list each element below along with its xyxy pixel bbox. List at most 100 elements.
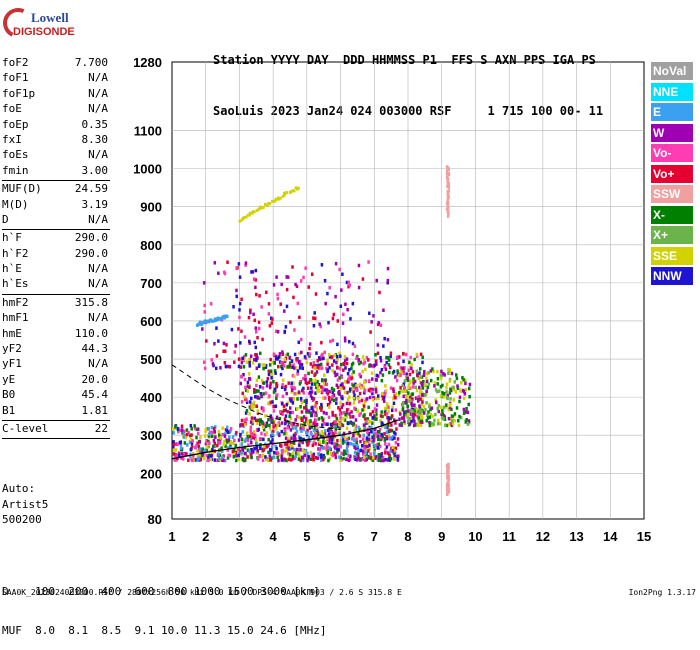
echo-point bbox=[339, 362, 343, 367]
echo-point bbox=[314, 404, 317, 409]
param-value: N/A bbox=[88, 212, 108, 226]
echo-point bbox=[330, 441, 334, 445]
echo-point bbox=[356, 457, 359, 461]
echo-point bbox=[285, 287, 289, 292]
dashed-profile-curve bbox=[171, 364, 341, 430]
echo-point bbox=[226, 364, 229, 369]
echo-point bbox=[387, 358, 391, 362]
echo-point bbox=[378, 457, 382, 461]
echo-point bbox=[423, 369, 426, 374]
echo-point bbox=[396, 443, 400, 447]
echo-point bbox=[282, 191, 286, 195]
echo-point bbox=[213, 341, 216, 346]
echo-point bbox=[369, 330, 372, 334]
echo-point bbox=[249, 420, 253, 424]
echo-point bbox=[261, 421, 264, 425]
echo-point bbox=[307, 455, 311, 459]
echo-point bbox=[202, 456, 206, 461]
echo-point bbox=[210, 358, 213, 362]
echo-point bbox=[189, 423, 193, 428]
echo-point bbox=[327, 397, 331, 402]
auto-label: Auto: bbox=[2, 482, 36, 495]
echo-point bbox=[412, 415, 415, 420]
echo-point bbox=[287, 381, 290, 385]
echo-point bbox=[375, 403, 379, 407]
echo-point bbox=[262, 448, 265, 452]
echo-point bbox=[384, 406, 387, 411]
echo-point bbox=[234, 432, 238, 437]
param-row: D N/A bbox=[2, 213, 110, 228]
echo-point bbox=[246, 455, 249, 459]
echo-point bbox=[379, 418, 382, 423]
echo-point bbox=[237, 457, 241, 462]
echo-point bbox=[326, 392, 330, 396]
echo-point bbox=[345, 426, 349, 431]
echo-point bbox=[362, 358, 366, 363]
echo-point bbox=[303, 355, 307, 359]
echo-point bbox=[370, 389, 373, 394]
echo-point bbox=[384, 425, 387, 430]
echo-point bbox=[246, 438, 250, 443]
echo-point bbox=[190, 427, 193, 431]
echo-point bbox=[283, 417, 287, 421]
echo-point bbox=[299, 279, 303, 283]
echo-point bbox=[320, 431, 323, 435]
echo-point bbox=[368, 443, 371, 447]
echo-point bbox=[383, 438, 387, 442]
echo-point bbox=[410, 399, 413, 404]
echo-point bbox=[439, 384, 443, 389]
echo-point bbox=[224, 349, 227, 353]
echo-point bbox=[223, 271, 227, 276]
echo-point bbox=[203, 448, 207, 452]
echo-point bbox=[320, 354, 323, 358]
echo-point bbox=[306, 428, 309, 433]
echo-point bbox=[349, 317, 352, 321]
echo-point bbox=[385, 445, 389, 449]
param-key: foF2 bbox=[2, 56, 29, 69]
echo-point bbox=[321, 435, 325, 439]
echo-point bbox=[410, 419, 413, 424]
echo-point bbox=[279, 410, 282, 414]
echo-point bbox=[399, 388, 402, 393]
echo-point bbox=[313, 426, 317, 430]
echo-point bbox=[446, 199, 449, 203]
echo-point bbox=[289, 320, 292, 324]
echo-point bbox=[414, 396, 418, 400]
echo-point bbox=[323, 350, 326, 355]
echo-point bbox=[363, 455, 366, 460]
echo-point bbox=[353, 428, 356, 433]
echo-point bbox=[298, 455, 301, 460]
param-row: foF1p N/A bbox=[2, 87, 110, 102]
echo-point bbox=[381, 455, 385, 460]
echo-point bbox=[385, 402, 389, 406]
echo-point bbox=[301, 448, 305, 453]
echo-point bbox=[409, 417, 413, 422]
echo-point bbox=[331, 316, 335, 321]
echo-point bbox=[315, 422, 319, 427]
param-key: foEs bbox=[2, 148, 29, 162]
x-tick-label: 14 bbox=[603, 529, 618, 544]
echo-point bbox=[279, 354, 282, 359]
echo-point bbox=[438, 421, 442, 426]
echo-point bbox=[187, 458, 190, 463]
echo-point bbox=[446, 203, 449, 207]
y-tick-label: 80 bbox=[148, 512, 162, 527]
echo-point bbox=[421, 355, 424, 360]
echo-point bbox=[274, 198, 278, 202]
echo-point bbox=[447, 371, 450, 376]
echo-point bbox=[342, 450, 346, 454]
echo-point bbox=[269, 400, 272, 405]
echo-point bbox=[308, 342, 312, 346]
echo-point bbox=[275, 415, 279, 420]
echo-point bbox=[242, 355, 246, 359]
echo-point bbox=[209, 454, 213, 458]
echo-point bbox=[233, 451, 236, 456]
echo-point bbox=[273, 387, 277, 392]
echo-point bbox=[231, 441, 235, 445]
echo-point bbox=[270, 321, 274, 325]
echo-point bbox=[402, 416, 405, 420]
echo-point bbox=[409, 412, 413, 416]
echo-point bbox=[335, 442, 339, 447]
echo-point bbox=[379, 414, 383, 418]
echo-point bbox=[309, 362, 313, 366]
